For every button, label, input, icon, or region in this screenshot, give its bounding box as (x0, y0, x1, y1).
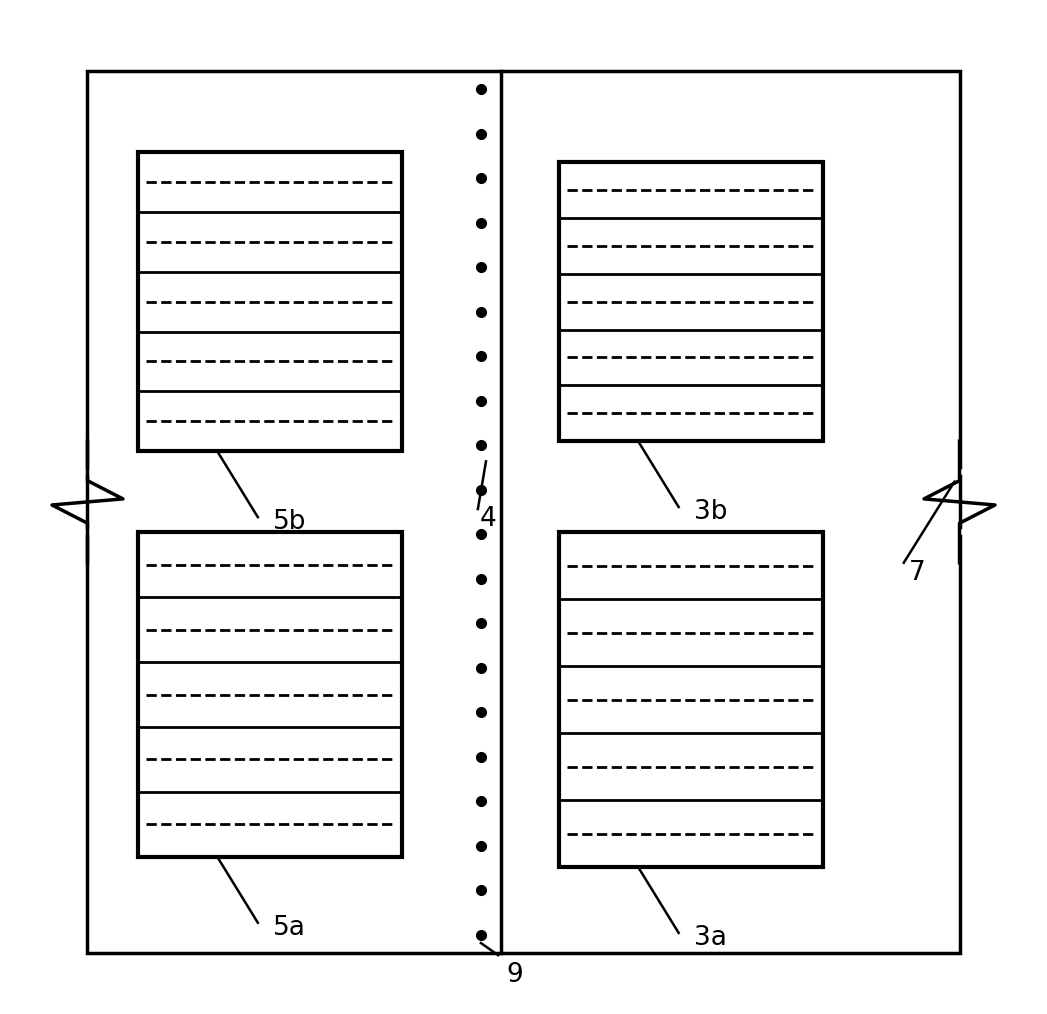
Bar (138, 152, 402, 451)
Bar (138, 152, 402, 451)
Bar (559, 162, 823, 441)
Bar (559, 162, 823, 441)
Text: 7: 7 (909, 560, 926, 586)
Text: 4: 4 (480, 506, 496, 532)
Text: 5b: 5b (273, 509, 307, 535)
Bar (138, 532, 402, 857)
Text: 5a: 5a (273, 915, 306, 941)
Text: 3b: 3b (694, 499, 728, 525)
Text: 9: 9 (507, 962, 524, 989)
Bar (88, 71, 959, 953)
Text: 3a: 3a (694, 925, 727, 951)
Bar (559, 532, 823, 867)
Bar (138, 532, 402, 857)
Bar (559, 532, 823, 867)
